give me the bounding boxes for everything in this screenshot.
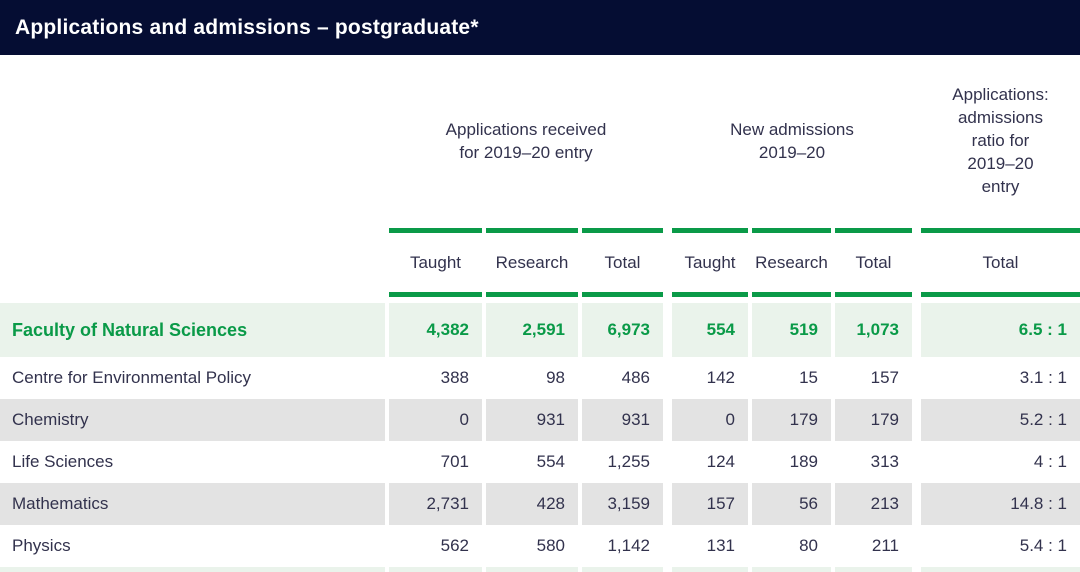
row-value [921,567,1080,572]
column-group-header-row: Applications received for 2019–20 entry … [0,55,1080,228]
row-value: 15 [799,368,818,387]
row-value: 931 [582,399,663,441]
row-value [835,567,912,572]
table-row: Mathematics 2,731 428 3,159 157 56 213 14.8 : 1 [0,483,1080,525]
row-value: 189 [789,452,818,471]
row-value: 179 [752,399,831,441]
row-value: 519 [752,303,831,357]
row-value: 1,073 [835,303,912,357]
column-header-taught-applications: Taught [389,228,482,297]
column-header-total-ratio: Total [921,228,1080,297]
sub-header-spacer [0,228,385,297]
column-header-research-applications: Research [486,228,578,297]
row-value: 701 [440,452,469,471]
row-value: 56 [752,483,831,525]
row-value: 4,382 [389,303,482,357]
row-value: 554 [536,452,565,471]
row-value: 98 [546,368,565,387]
row-value: 580 [536,536,565,555]
column-header-taught-admissions: Taught [672,228,748,297]
row-label: Physics [12,536,71,555]
sub-header-row: Taught Research Total Taught Research To… [0,228,1080,297]
row-value: 4 : 1 [1033,452,1067,471]
row-label: Centre for Environmental Policy [12,368,252,387]
row-value [389,567,482,572]
row-label [0,567,385,572]
row-value [672,567,748,572]
row-value: 142 [706,368,735,387]
row-value: 157 [870,368,899,387]
row-value: 388 [440,368,469,387]
row-label: Chemistry [0,399,385,441]
table-row: Chemistry 0 931 931 0 179 179 5.2 : 1 [0,399,1080,441]
row-value [582,567,663,572]
group-header-applications-received: Applications received for 2019–20 entry [445,119,607,162]
row-value: 3,159 [582,483,663,525]
row-value: 213 [835,483,912,525]
title-bar: Applications and admissions – postgradua… [0,0,1080,55]
row-value: 2,591 [486,303,578,357]
row-value: 313 [870,452,899,471]
row-value: 80 [799,536,818,555]
row-value [752,567,831,572]
row-value: 211 [871,536,899,555]
row-label: Faculty of Natural Sciences [0,303,385,357]
row-value: 157 [672,483,748,525]
table-row: Centre for Environmental Policy 388 98 486 1… [0,357,1080,399]
row-value [486,567,578,572]
row-value: 5.4 : 1 [1019,536,1067,555]
row-value: 0 [672,399,748,441]
group-header-applications-admissions-ratio: Applications: admissions ratio for 2019–… [952,85,1049,196]
row-value: 131 [706,536,735,555]
column-header-research-admissions: Research [752,228,831,297]
row-value: 2,731 [389,483,482,525]
row-value: 428 [486,483,578,525]
table-row [0,567,1080,572]
row-value: 5.2 : 1 [921,399,1080,441]
column-header-total-applications: Total [582,228,663,297]
table-row: Faculty of Natural Sciences 4,382 2,591 6,9… [0,303,1080,357]
table-row: Life Sciences 701 554 1,255 124 189 313 4 : 1 [0,441,1080,483]
row-value: 1,142 [607,536,650,555]
table-row: Physics 562 580 1,142 131 80 211 5.4 : 1 [0,525,1080,567]
row-value: 554 [672,303,748,357]
row-label: Life Sciences [12,452,114,471]
row-value: 931 [486,399,578,441]
page-title: Applications and admissions – postgradua… [15,15,479,39]
row-value: 1,255 [607,452,650,471]
row-value: 14.8 : 1 [921,483,1080,525]
table-body: Faculty of Natural Sciences 4,382 2,591 6,9… [0,303,1080,572]
row-value: 562 [440,536,469,555]
group-header-new-admissions: New admissions 2019–20 [730,119,854,162]
row-value: 486 [621,368,650,387]
row-value: 124 [706,452,735,471]
row-label: Mathematics [0,483,385,525]
column-header-total-admissions: Total [835,228,912,297]
row-value: 0 [389,399,482,441]
row-value: 6.5 : 1 [921,303,1080,357]
row-value: 6,973 [582,303,663,357]
row-value: 179 [835,399,912,441]
row-value: 3.1 : 1 [1019,368,1067,387]
